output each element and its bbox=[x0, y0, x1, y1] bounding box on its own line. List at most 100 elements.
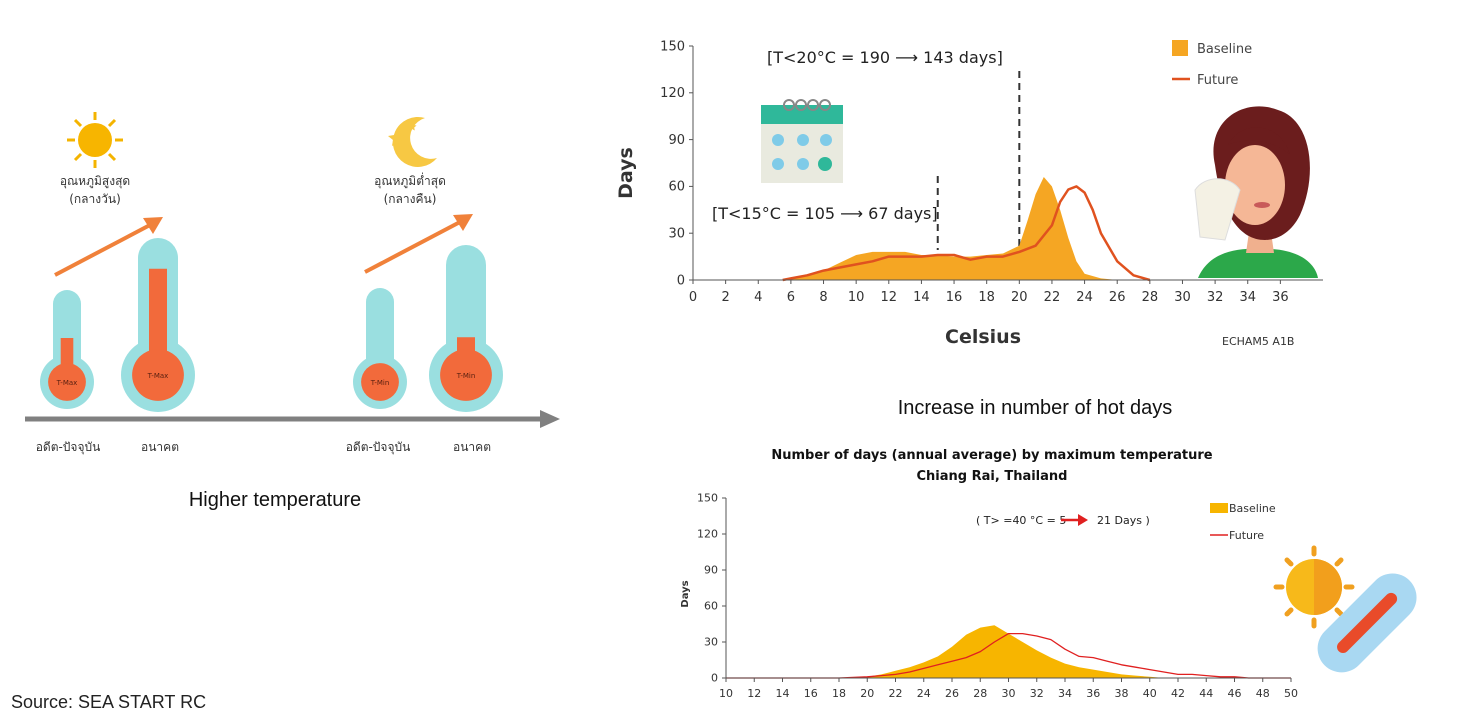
x-tick-label: 18 bbox=[832, 687, 846, 700]
chart2-y-label: Days bbox=[680, 580, 691, 607]
chart2-title: Number of days (annual average) by maxim… bbox=[771, 448, 1212, 463]
time-axis-arrow-icon bbox=[540, 410, 560, 428]
x-tick-label: 20 bbox=[860, 687, 874, 700]
x-tick-label: 0 bbox=[689, 290, 697, 305]
x-tick-label: 4 bbox=[754, 290, 762, 305]
thermometer-icon: T-Min bbox=[429, 245, 503, 412]
y-tick-label: 150 bbox=[660, 39, 685, 54]
thermometer-label: T-Min bbox=[370, 379, 390, 387]
y-tick-label: 30 bbox=[704, 636, 718, 649]
woman-crying-illustration-icon bbox=[1194, 106, 1318, 278]
x-tick-label: 14 bbox=[913, 290, 930, 305]
y-tick-label: 120 bbox=[697, 528, 718, 541]
moon-icon bbox=[388, 116, 437, 167]
chart1-y-label: Days bbox=[615, 147, 637, 199]
x-tick-label: 36 bbox=[1272, 290, 1289, 305]
y-tick-label: 60 bbox=[704, 600, 718, 613]
series-baseline-area bbox=[782, 177, 1118, 280]
x-tick-label: 22 bbox=[889, 687, 903, 700]
series-future-line bbox=[726, 632, 1291, 679]
thermometer-level bbox=[149, 268, 167, 375]
x-tick-label: 48 bbox=[1256, 687, 1270, 700]
y-tick-label: 150 bbox=[697, 492, 718, 505]
period-label: อดีต-ปัจจุบัน bbox=[345, 440, 411, 454]
x-tick-label: 12 bbox=[881, 290, 898, 305]
thermometer-label: T-Min bbox=[456, 372, 476, 380]
series-future-line bbox=[782, 185, 1151, 282]
y-tick-label: 60 bbox=[668, 180, 685, 195]
chart1-legend-future: Future bbox=[1197, 73, 1238, 88]
hot-thermometer-icon bbox=[1273, 545, 1417, 673]
y-tick-label: 0 bbox=[677, 273, 685, 288]
y-tick-label: 30 bbox=[668, 227, 685, 242]
y-tick-label: 90 bbox=[704, 564, 718, 577]
chart1-legend-baseline: Baseline bbox=[1197, 42, 1252, 57]
x-tick-label: 26 bbox=[945, 687, 959, 700]
x-tick-label: 46 bbox=[1228, 687, 1242, 700]
x-tick-label: 32 bbox=[1207, 290, 1224, 305]
series-baseline-area bbox=[853, 625, 1164, 678]
chart1-annotation-15: [T<15°C = 105 ⟶ 67 days] bbox=[712, 204, 938, 223]
thermometer-label: T-Max bbox=[56, 379, 78, 387]
x-tick-label: 32 bbox=[1030, 687, 1044, 700]
x-tick-label: 10 bbox=[848, 290, 865, 305]
chart1-x-label: Celsius bbox=[945, 326, 1021, 348]
x-tick-label: 6 bbox=[787, 290, 795, 305]
period-label: อนาคต bbox=[453, 440, 491, 454]
x-tick-label: 30 bbox=[1174, 290, 1191, 305]
x-tick-label: 36 bbox=[1086, 687, 1100, 700]
x-tick-label: 24 bbox=[1076, 290, 1093, 305]
y-tick-label: 120 bbox=[660, 86, 685, 101]
thermometer-label: T-Max bbox=[147, 372, 169, 380]
thermometer-bulb bbox=[132, 349, 184, 401]
x-tick-label: 50 bbox=[1284, 687, 1298, 700]
x-tick-label: 22 bbox=[1044, 290, 1061, 305]
chart2-annotation-arrow-icon bbox=[1061, 514, 1088, 526]
source-credit: Source: SEA START RC bbox=[11, 692, 207, 712]
x-tick-label: 42 bbox=[1171, 687, 1185, 700]
night-label-line1: อุณหภูมิต่ำสุด bbox=[374, 174, 446, 188]
snow-calendar-icon bbox=[761, 99, 843, 183]
chart2-annotation-text: ( T> =40 °C = 5 bbox=[976, 514, 1066, 527]
x-tick-label: 30 bbox=[1002, 687, 1016, 700]
chart1-legend-baseline-swatch bbox=[1172, 40, 1188, 56]
thermometer-bulb bbox=[361, 363, 399, 401]
x-tick-label: 16 bbox=[946, 290, 963, 305]
sun-icon bbox=[67, 112, 123, 168]
x-tick-label: 14 bbox=[776, 687, 790, 700]
x-tick-label: 40 bbox=[1143, 687, 1157, 700]
thermometer-bulb bbox=[440, 349, 492, 401]
day-label-line2: (กลางวัน) bbox=[69, 192, 121, 206]
thermometer-icon: T-Min bbox=[353, 288, 407, 409]
chart1-credit: ECHAM5 A1B bbox=[1222, 335, 1294, 348]
chart1-annotation-20: [T<20°C = 190 ⟶ 143 days] bbox=[767, 48, 1003, 67]
x-tick-label: 18 bbox=[978, 290, 995, 305]
chart2-annotation-value: 21 Days ) bbox=[1097, 514, 1150, 527]
chart-max-temperature: Number of days (annual average) by maxim… bbox=[680, 448, 1417, 700]
x-tick-label: 10 bbox=[719, 687, 733, 700]
x-tick-label: 24 bbox=[917, 687, 931, 700]
x-tick-label: 28 bbox=[1142, 290, 1159, 305]
chart2-legend-baseline: Baseline bbox=[1229, 502, 1276, 515]
y-tick-label: 90 bbox=[668, 133, 685, 148]
chart2-subtitle: Chiang Rai, Thailand bbox=[917, 469, 1068, 484]
x-tick-label: 12 bbox=[747, 687, 761, 700]
x-tick-label: 16 bbox=[804, 687, 818, 700]
chart-celsius-days: 0 2 4 6 8 10 12 14 16 18 20 22 24 26 28 30 32 34 36 030609… bbox=[615, 39, 1323, 348]
x-tick-label: 8 bbox=[819, 290, 827, 305]
trend-arrow-icon bbox=[54, 214, 473, 277]
left-caption: Higher temperature bbox=[188, 489, 362, 511]
period-label: อนาคต bbox=[141, 440, 179, 454]
x-tick-label: 26 bbox=[1109, 290, 1126, 305]
x-tick-label: 34 bbox=[1239, 290, 1256, 305]
hot-days-caption: Increase in number of hot days bbox=[897, 397, 1173, 419]
period-label: อดีต-ปัจจุบัน bbox=[35, 440, 101, 454]
x-tick-label: 2 bbox=[721, 290, 729, 305]
night-label-line2: (กลางคืน) bbox=[383, 192, 437, 206]
x-tick-label: 20 bbox=[1011, 290, 1028, 305]
thermometer-icon: T-Max bbox=[121, 238, 195, 412]
x-tick-label: 34 bbox=[1058, 687, 1072, 700]
chart2-legend-future: Future bbox=[1229, 529, 1264, 542]
thermometer-icon: T-Max bbox=[40, 290, 94, 409]
chart2-legend-baseline-swatch bbox=[1210, 503, 1228, 513]
